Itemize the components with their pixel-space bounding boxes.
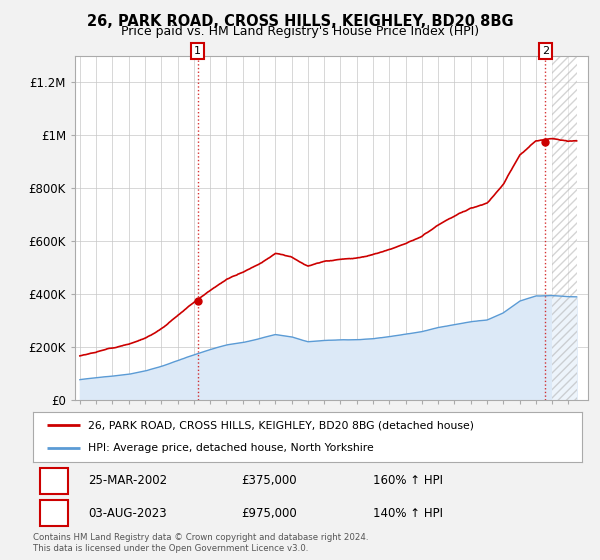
Text: £975,000: £975,000 <box>242 507 298 520</box>
Text: Contains HM Land Registry data © Crown copyright and database right 2024.
This d: Contains HM Land Registry data © Crown c… <box>33 533 368 553</box>
Text: 26, PARK ROAD, CROSS HILLS, KEIGHLEY, BD20 8BG (detached house): 26, PARK ROAD, CROSS HILLS, KEIGHLEY, BD… <box>88 420 474 430</box>
Text: 25-MAR-2002: 25-MAR-2002 <box>88 474 167 487</box>
Text: Price paid vs. HM Land Registry's House Price Index (HPI): Price paid vs. HM Land Registry's House … <box>121 25 479 38</box>
Text: 26, PARK ROAD, CROSS HILLS, KEIGHLEY, BD20 8BG: 26, PARK ROAD, CROSS HILLS, KEIGHLEY, BD… <box>86 14 514 29</box>
Text: 160% ↑ HPI: 160% ↑ HPI <box>373 474 443 487</box>
Text: 03-AUG-2023: 03-AUG-2023 <box>88 507 167 520</box>
Text: 1: 1 <box>50 474 58 487</box>
Text: 140% ↑ HPI: 140% ↑ HPI <box>373 507 443 520</box>
Text: 1: 1 <box>194 46 201 56</box>
FancyBboxPatch shape <box>40 500 68 526</box>
Text: 2: 2 <box>50 507 58 520</box>
Text: 2: 2 <box>542 46 549 56</box>
FancyBboxPatch shape <box>40 468 68 494</box>
Text: £375,000: £375,000 <box>242 474 297 487</box>
Text: HPI: Average price, detached house, North Yorkshire: HPI: Average price, detached house, Nort… <box>88 444 374 454</box>
